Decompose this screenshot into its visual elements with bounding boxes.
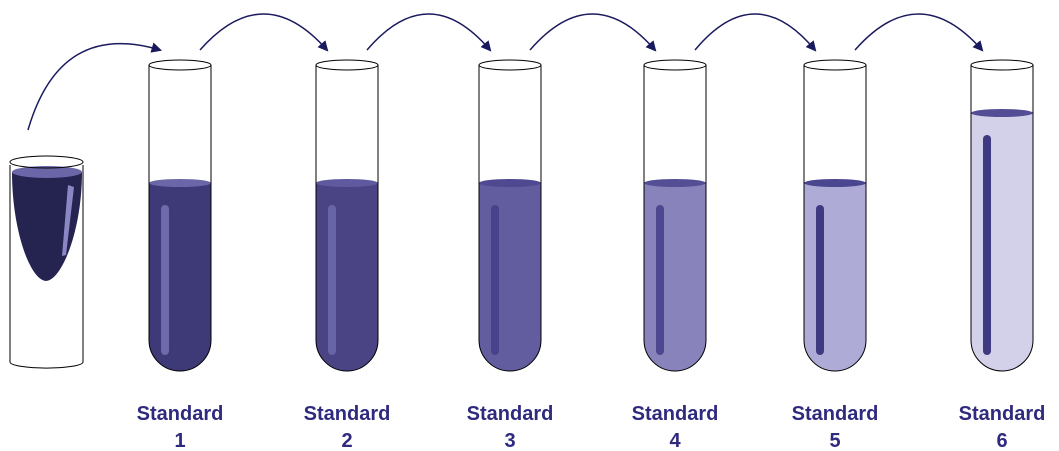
tube-highlight	[983, 135, 991, 355]
tube-outline	[970, 65, 1034, 372]
tube-rim	[803, 59, 867, 71]
arrow	[854, 13, 984, 52]
tube-outline	[315, 65, 379, 372]
tube-liquid	[804, 183, 866, 371]
tube-label: Standard	[137, 403, 224, 425]
tube-highlight	[161, 205, 169, 355]
tube-highlight	[328, 205, 336, 355]
tube-rim	[148, 59, 212, 71]
tube-liquid	[971, 113, 1033, 371]
tube-liquid	[149, 183, 211, 371]
tube-number: 6	[996, 430, 1007, 451]
tube-liquid	[644, 183, 706, 371]
tube-number: 3	[504, 430, 515, 451]
tube-highlight	[816, 205, 824, 355]
tube-outline	[803, 65, 867, 372]
tube-outline	[643, 65, 707, 372]
liquid-surface	[149, 179, 211, 187]
tube-liquid	[316, 183, 378, 371]
liquid-surface	[316, 179, 378, 187]
tube-outline	[478, 65, 542, 372]
liquid-surface	[479, 179, 541, 187]
tube-label: Standard	[959, 403, 1046, 425]
tubes: Standard 1 Standard 2 Standard 3 Standard 4 Stan…	[137, 13, 1046, 451]
tube-highlight	[491, 205, 499, 355]
liquid-surface	[971, 109, 1033, 117]
liquid-surface	[804, 179, 866, 187]
tube-label: Standard	[467, 403, 554, 425]
tube-outline	[148, 65, 212, 372]
tube-label: Standard	[304, 403, 391, 425]
tube-rim	[478, 59, 542, 71]
arrow	[366, 13, 492, 52]
tube-rim	[315, 59, 379, 71]
arrow	[694, 13, 817, 52]
tube-liquid	[479, 183, 541, 371]
tube-number: 5	[829, 430, 840, 451]
liquid-surface	[644, 179, 706, 187]
arrow	[199, 13, 329, 52]
tube-rim	[643, 59, 707, 71]
tube-number: 2	[341, 430, 352, 451]
tube-label: Standard	[792, 403, 879, 425]
arrow	[529, 13, 657, 52]
tube-number: 4	[669, 430, 681, 451]
arrow	[27, 42, 163, 131]
tube-number: 1	[174, 430, 185, 451]
tube-label: Standard	[632, 403, 719, 425]
beaker	[9, 155, 84, 369]
tube-highlight	[656, 205, 664, 355]
tube-rim	[970, 59, 1034, 71]
